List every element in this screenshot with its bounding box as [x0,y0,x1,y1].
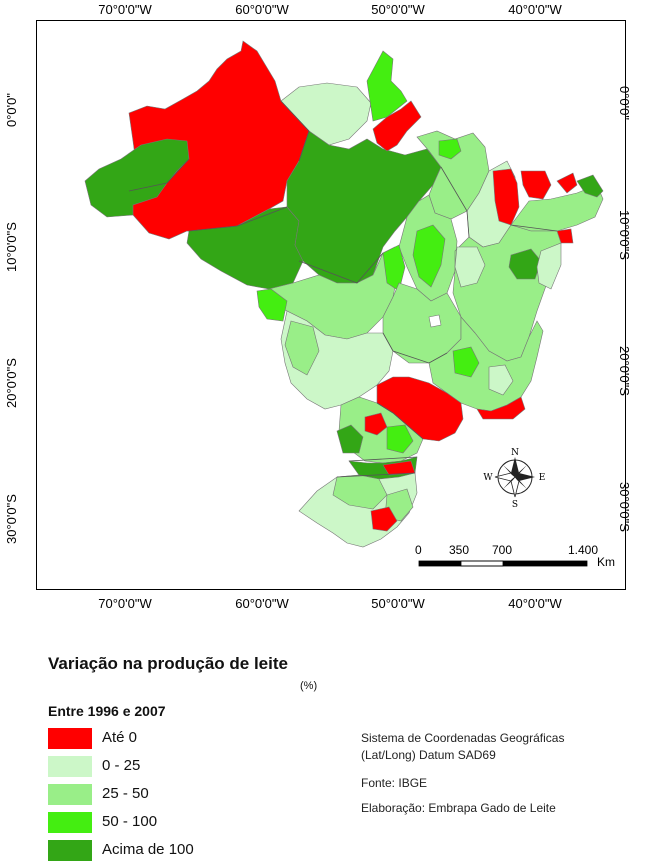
legend-swatch [48,812,92,833]
compass-e: E [539,473,546,483]
lat-tick-right-30: 30°0'0"S [617,482,632,532]
region-amapa-north [366,50,408,122]
legend-swatch [48,840,92,861]
region-bahia-center [508,248,542,280]
coord-system-line1: Sistema de Coordenadas Geográficas [361,731,565,745]
legend-subtitle: Entre 1996 e 2007 [48,703,166,719]
lat-tick-right-20: 20°0'0"S [617,346,632,396]
lat-tick-left-30: 30°0'0"S [4,494,19,544]
legend-swatch [48,728,92,749]
legend-label: 25 - 50 [102,785,149,802]
scale-bar [418,560,588,567]
region-ne-east [576,174,604,198]
scale-unit: Km [597,555,615,569]
lat-tick-right-0: 0°0'0" [617,86,632,120]
lon-tick-top-70: 70°0'0"W [98,2,152,17]
scale-label-350: 350 [449,543,470,557]
region-ne-coast [556,172,578,194]
legend-label: 50 - 100 [102,813,158,830]
region-rio [476,396,526,420]
region-ceara [492,168,520,226]
lon-tick-bottom-50: 50°0'0"W [371,596,425,611]
lon-tick-bottom-60: 60°0'0"W [235,596,289,611]
region-bahia-coast [536,242,562,290]
scale-label-0: 0 [415,543,422,557]
coord-system-line2: (Lat/Long) Datum SAD69 [361,748,496,762]
state-boundaries [128,100,558,478]
region-maranhao-east [438,138,462,160]
lon-tick-top-60: 60°0'0"W [235,2,289,17]
source-text: Fonte: IBGE [361,776,428,790]
lat-tick-left-10: 10°0'0"S [4,222,19,272]
region-minas-center [452,346,480,378]
scale-label-700: 700 [492,543,513,557]
lon-tick-bottom-40: 40°0'0"W [508,596,562,611]
region-amapa [372,100,422,152]
lon-tick-bottom-70: 70°0'0"W [98,596,152,611]
region-mt-pantanal [256,288,288,322]
lat-tick-left-0: 0°0'0" [4,93,19,127]
region-ms-west [284,320,320,376]
legend-swatch [48,784,92,805]
lon-tick-top-40: 40°0'0"W [508,2,562,17]
region-parana-red [364,412,388,436]
region-rn [520,170,552,200]
lat-tick-left-20: 20°0'0"S [4,358,19,408]
region-rs-red [370,506,398,532]
compass-n: N [511,448,519,458]
region-parana-west [336,424,364,454]
compass-rose: N S E W [483,448,545,510]
region-mt-east [382,244,406,292]
region-acre [84,138,190,218]
region-para [286,130,442,284]
legend-unit: (%) [300,680,318,692]
map-frame: N S E W 0 350 700 1.400 Km [36,20,626,590]
author-text: Elaboração: Embrapa Gado de Leite [361,801,556,815]
scale-label-1400: 1.400 [568,543,599,557]
legend-swatch [48,756,92,777]
lon-tick-top-50: 50°0'0"W [371,2,425,17]
region-df [428,314,442,328]
legend-label: Até 0 [102,729,138,746]
region-minas-east [488,364,514,396]
region-rondonia [186,206,304,290]
compass-s: S [512,500,518,510]
brazil-map: N S E W [84,40,604,567]
compass-w: W [483,473,493,483]
legend-label: Acima de 100 [102,841,194,858]
legend-title: Variação na produção de leite [48,654,288,673]
region-parana-center [386,424,414,454]
lat-tick-right-10: 10°0'0"S [617,210,632,260]
legend-label: 0 - 25 [102,757,141,774]
region-bahia-west [454,246,486,288]
region-tocantins-center [412,224,446,288]
